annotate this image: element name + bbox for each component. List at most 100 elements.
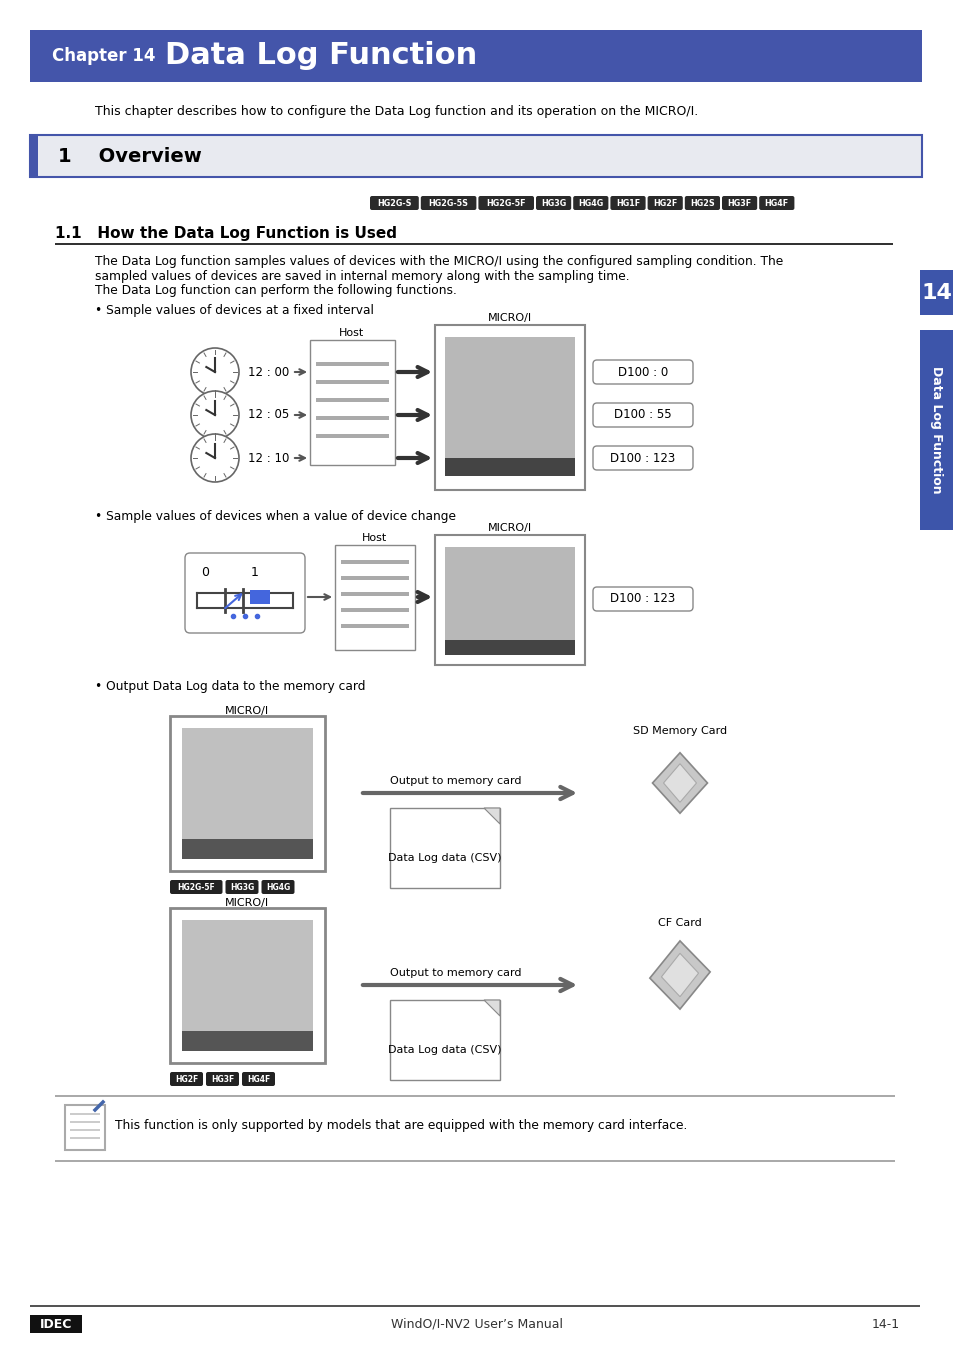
Bar xyxy=(55,1100,894,1158)
Bar xyxy=(335,545,415,649)
Text: D100 : 123: D100 : 123 xyxy=(610,593,675,606)
Text: 1: 1 xyxy=(251,567,258,579)
Bar xyxy=(70,1129,100,1131)
Bar xyxy=(340,576,409,580)
Bar xyxy=(315,433,389,437)
Text: HG2F: HG2F xyxy=(653,198,677,208)
Text: HG4F: HG4F xyxy=(764,198,788,208)
FancyBboxPatch shape xyxy=(593,587,692,612)
Text: D100 : 55: D100 : 55 xyxy=(614,409,671,421)
Text: HG3F: HG3F xyxy=(727,198,751,208)
Text: Data Log data (CSV): Data Log data (CSV) xyxy=(388,853,501,863)
Bar xyxy=(182,919,313,1044)
Bar xyxy=(182,728,313,850)
FancyBboxPatch shape xyxy=(170,880,222,894)
Bar xyxy=(435,325,584,490)
Polygon shape xyxy=(662,764,696,802)
Bar xyxy=(340,608,409,612)
Bar xyxy=(340,560,409,564)
Circle shape xyxy=(191,392,239,439)
FancyBboxPatch shape xyxy=(536,196,571,211)
Circle shape xyxy=(191,348,239,396)
Bar xyxy=(340,593,409,595)
Bar xyxy=(315,416,389,420)
Text: D100 : 0: D100 : 0 xyxy=(618,366,667,378)
Text: SD Memory Card: SD Memory Card xyxy=(632,726,726,736)
Circle shape xyxy=(191,433,239,482)
Polygon shape xyxy=(649,941,709,1008)
Bar xyxy=(390,809,499,888)
Text: 1    Overview: 1 Overview xyxy=(58,147,201,166)
Text: MICRO/I: MICRO/I xyxy=(487,313,532,323)
Bar xyxy=(30,135,38,177)
Bar xyxy=(70,1112,100,1115)
Bar xyxy=(55,1095,894,1098)
Bar xyxy=(919,270,953,315)
Text: Data Log Function: Data Log Function xyxy=(165,42,476,70)
Text: HG2S: HG2S xyxy=(689,198,714,208)
Bar xyxy=(70,1120,100,1123)
Bar xyxy=(65,1106,105,1150)
Bar xyxy=(315,379,389,383)
FancyBboxPatch shape xyxy=(420,196,476,211)
Text: HG3G: HG3G xyxy=(540,198,566,208)
Polygon shape xyxy=(483,1000,499,1017)
Polygon shape xyxy=(483,809,499,824)
Text: HG2F: HG2F xyxy=(174,1075,198,1084)
FancyBboxPatch shape xyxy=(610,196,645,211)
Text: Host: Host xyxy=(362,533,387,543)
Bar xyxy=(30,135,921,177)
Text: MICRO/I: MICRO/I xyxy=(487,522,532,533)
Bar xyxy=(435,535,584,666)
FancyBboxPatch shape xyxy=(593,404,692,427)
Polygon shape xyxy=(660,953,698,996)
FancyBboxPatch shape xyxy=(261,880,294,894)
Text: This function is only supported by models that are equipped with the memory card: This function is only supported by model… xyxy=(115,1119,687,1131)
Text: 0: 0 xyxy=(201,567,209,579)
Bar xyxy=(170,909,325,1062)
Bar xyxy=(315,398,389,402)
Text: WindO/I-NV2 User’s Manual: WindO/I-NV2 User’s Manual xyxy=(391,1318,562,1331)
Text: • Sample values of devices when a value of device change: • Sample values of devices when a value … xyxy=(95,510,456,522)
Text: MICRO/I: MICRO/I xyxy=(225,898,269,909)
FancyBboxPatch shape xyxy=(242,1072,274,1085)
Text: The Data Log function can perform the following functions.: The Data Log function can perform the fo… xyxy=(95,284,456,297)
Bar xyxy=(250,590,270,603)
Bar xyxy=(310,340,395,464)
Bar xyxy=(30,30,921,82)
Bar xyxy=(444,458,575,477)
Text: HG2G-5F: HG2G-5F xyxy=(486,198,525,208)
Text: This chapter describes how to configure the Data Log function and its operation : This chapter describes how to configure … xyxy=(95,105,698,117)
FancyBboxPatch shape xyxy=(593,446,692,470)
Bar xyxy=(170,716,325,871)
Bar xyxy=(919,329,953,531)
Bar xyxy=(55,1160,894,1161)
Text: MICRO/I: MICRO/I xyxy=(225,706,269,716)
FancyBboxPatch shape xyxy=(759,196,794,211)
FancyBboxPatch shape xyxy=(170,1072,203,1085)
Text: Data Log Function: Data Log Function xyxy=(929,366,943,494)
FancyBboxPatch shape xyxy=(593,360,692,383)
Text: Output to memory card: Output to memory card xyxy=(390,968,521,977)
FancyBboxPatch shape xyxy=(206,1072,239,1085)
FancyBboxPatch shape xyxy=(477,196,534,211)
Bar xyxy=(30,1305,919,1307)
FancyBboxPatch shape xyxy=(225,880,258,894)
Bar xyxy=(444,338,575,470)
Text: HG2G-5F: HG2G-5F xyxy=(177,883,214,891)
Bar xyxy=(30,1315,82,1332)
Text: IDEC: IDEC xyxy=(40,1318,72,1331)
FancyBboxPatch shape xyxy=(573,196,608,211)
Text: 14: 14 xyxy=(921,284,951,302)
Polygon shape xyxy=(652,753,707,813)
Text: HG3G: HG3G xyxy=(230,883,253,891)
Text: The Data Log function samples values of devices with the MICRO/I using the confi: The Data Log function samples values of … xyxy=(95,255,782,284)
Bar xyxy=(444,640,575,655)
FancyBboxPatch shape xyxy=(684,196,720,211)
Text: 1.1   How the Data Log Function is Used: 1.1 How the Data Log Function is Used xyxy=(55,225,396,242)
Text: HG4G: HG4G xyxy=(578,198,603,208)
Bar xyxy=(340,624,409,628)
Text: CF Card: CF Card xyxy=(658,918,701,927)
Bar xyxy=(55,243,892,244)
Text: 12 : 00: 12 : 00 xyxy=(248,366,289,378)
